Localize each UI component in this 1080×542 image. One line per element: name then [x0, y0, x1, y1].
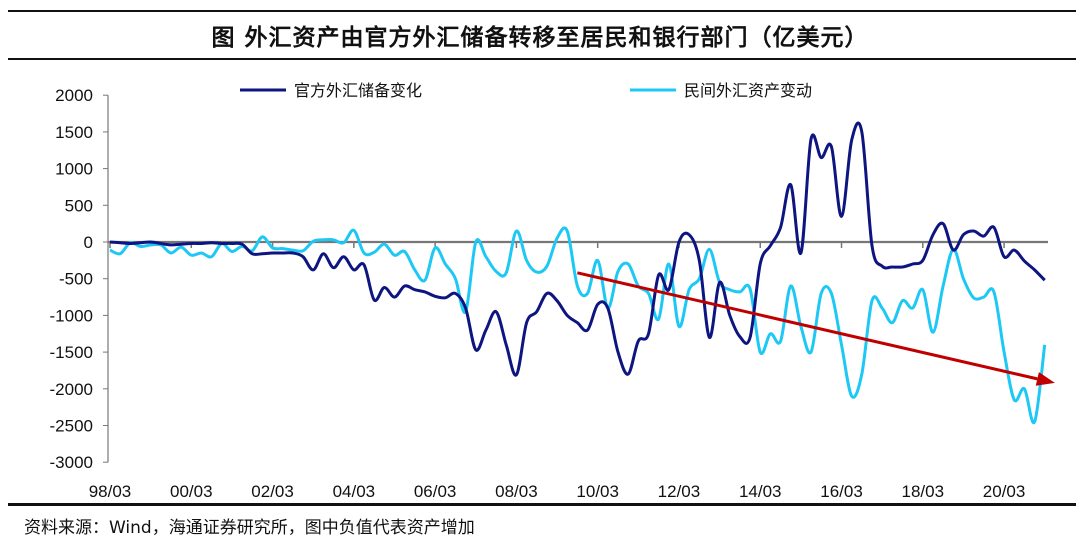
trend-arrow-line	[577, 271, 1038, 381]
y-tick-label: 500	[65, 196, 93, 215]
trend-arrow-head	[1035, 372, 1055, 386]
chart-title: 图 外汇资产由官方外汇储备转移至居民和银行部门（亿美元）	[211, 25, 869, 51]
y-tick-label: 1000	[55, 160, 93, 179]
x-tick-label: 20/03	[983, 482, 1026, 501]
x-tick-label: 08/03	[495, 482, 538, 501]
x-tick-label: 10/03	[576, 482, 619, 501]
y-tick-label: 0	[84, 233, 93, 252]
source-note: 资料来源：Wind，海通证券研究所，图中负值代表资产增加	[24, 518, 475, 538]
series-line-official-reserves	[109, 121, 1046, 377]
top-rule	[8, 10, 1076, 12]
y-tick-label: -2500	[50, 417, 93, 436]
x-tick-label: 18/03	[902, 482, 945, 501]
x-tick-label: 16/03	[820, 482, 863, 501]
x-tick-label: 06/03	[414, 482, 457, 501]
x-tick-label: 04/03	[333, 482, 376, 501]
y-tick-label: 2000	[55, 86, 93, 105]
y-tick-label: -500	[59, 270, 93, 289]
bottom-rule	[8, 503, 1076, 506]
y-tick-label: -3000	[50, 453, 93, 472]
x-tick-label: 14/03	[739, 482, 782, 501]
y-tick-label: -1000	[50, 306, 93, 325]
x-tick-label: 98/03	[89, 482, 132, 501]
x-tick-label: 00/03	[170, 482, 213, 501]
title-rule	[8, 58, 1076, 60]
legend-label-private: 民间外汇资产变动	[684, 81, 812, 100]
x-tick-label: 12/03	[658, 482, 701, 501]
legend: 官方外汇储备变化 民间外汇资产变动	[240, 81, 812, 100]
legend-label-official: 官方外汇储备变化	[294, 81, 422, 100]
series-line-private-assets	[109, 226, 1047, 425]
x-tick-label: 02/03	[251, 482, 294, 501]
y-tick-label: -2000	[50, 380, 93, 399]
y-tick-label: -1500	[50, 343, 93, 362]
y-tick-label: 1500	[55, 123, 93, 142]
